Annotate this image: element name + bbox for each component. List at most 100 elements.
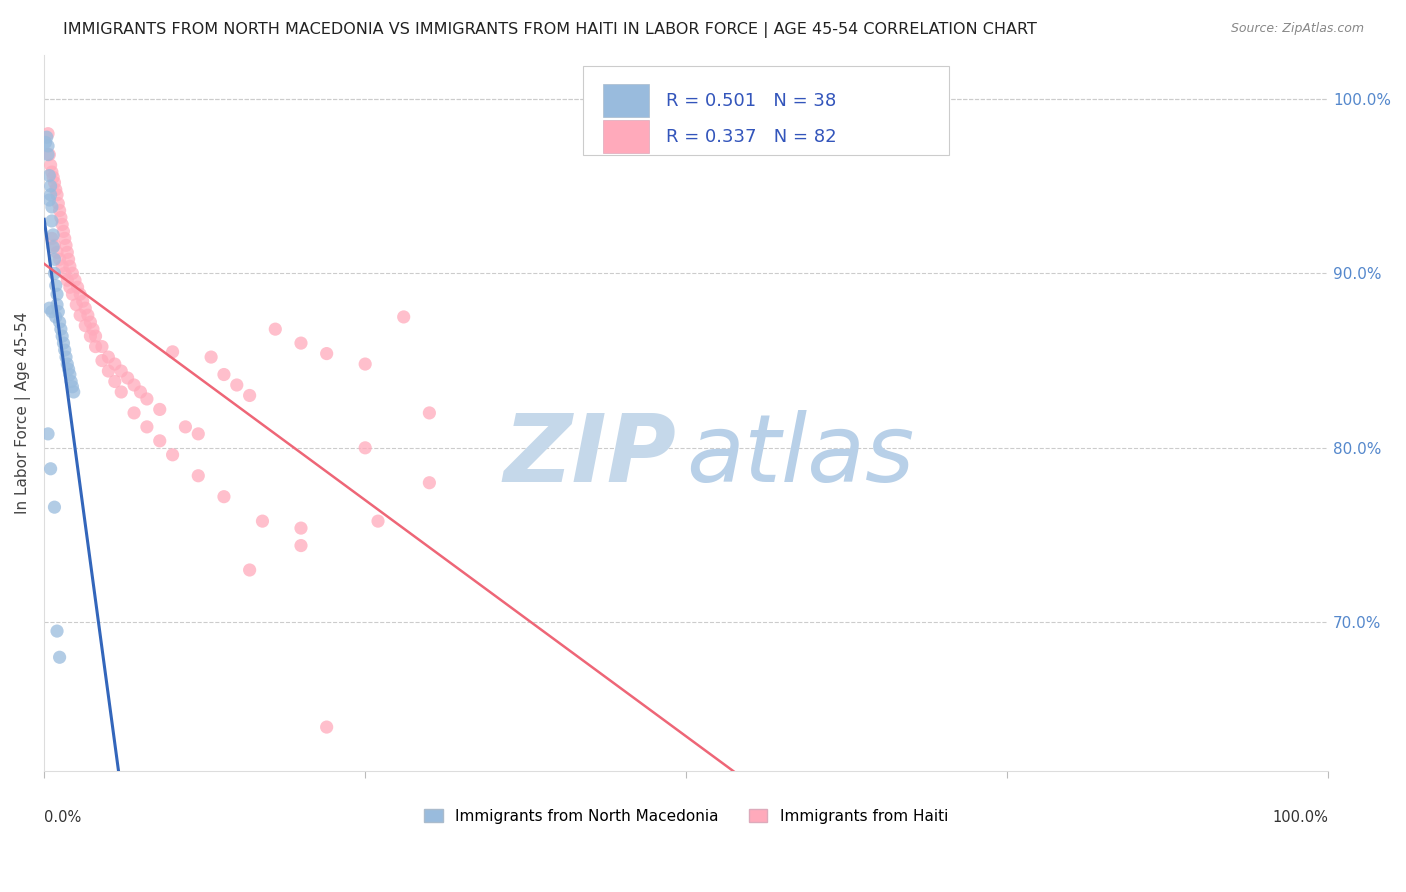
Point (187, 468, 209, 483)
Point (49, 211, 72, 225)
FancyBboxPatch shape (603, 84, 650, 117)
Point (46, 187, 69, 202)
Point (41, 214, 63, 228)
Point (37, 147, 59, 161)
Point (135, 420, 157, 434)
Point (46, 245, 69, 260)
Point (290, 336, 312, 351)
Text: R = 0.501   N = 38: R = 0.501 N = 38 (665, 92, 837, 110)
Point (45, 278, 67, 293)
Point (162, 344, 184, 359)
Point (53, 231, 76, 245)
Point (42, 227, 65, 242)
Point (45, 182, 67, 196)
Point (38, 169, 60, 183)
Point (56, 357, 79, 371)
Point (62, 380, 84, 394)
Point (62, 266, 84, 280)
Point (122, 406, 145, 420)
Point (38, 301, 60, 316)
Point (72, 294, 94, 309)
Point (110, 364, 132, 378)
Point (48, 252, 70, 267)
Y-axis label: In Labor Force | Age 45-54: In Labor Force | Age 45-54 (15, 312, 31, 514)
Point (56, 273, 79, 287)
Point (225, 378, 247, 392)
Point (41, 200, 63, 214)
Point (51, 329, 73, 343)
Point (46, 304, 69, 318)
Point (264, 322, 287, 336)
Point (44, 500, 66, 515)
Point (34, 136, 56, 150)
Point (97, 364, 120, 378)
Point (53, 343, 76, 357)
Point (187, 426, 209, 441)
Text: 100.0%: 100.0% (1272, 810, 1329, 825)
Point (110, 384, 132, 399)
Point (69, 308, 91, 322)
Point (79, 315, 101, 329)
Point (76, 308, 98, 322)
Point (315, 346, 337, 360)
Text: atlas: atlas (686, 410, 914, 501)
Point (46, 624, 69, 638)
Point (66, 280, 89, 294)
Legend: Immigrants from North Macedonia, Immigrants from Haiti: Immigrants from North Macedonia, Immigra… (425, 809, 948, 824)
Point (39, 187, 62, 202)
Point (62, 384, 84, 399)
Point (212, 368, 235, 382)
Point (37, 127, 59, 141)
Point (55, 350, 77, 364)
Point (239, 388, 262, 402)
Point (59, 260, 82, 274)
Point (38, 193, 60, 207)
Point (39, 158, 62, 172)
Point (117, 371, 139, 385)
Point (37, 426, 59, 441)
Point (290, 521, 312, 535)
Point (149, 402, 172, 417)
Point (48, 650, 70, 665)
Point (104, 375, 127, 389)
Point (39, 462, 62, 476)
Point (44, 238, 66, 252)
Point (75, 318, 97, 333)
Point (149, 434, 172, 448)
Point (69, 287, 91, 301)
Point (392, 310, 415, 324)
Point (162, 448, 184, 462)
Point (65, 298, 87, 312)
Point (42, 170, 65, 185)
Point (59, 280, 82, 294)
Point (354, 357, 377, 371)
Point (41, 304, 63, 318)
Point (252, 514, 274, 528)
FancyBboxPatch shape (583, 66, 949, 155)
Point (52, 336, 75, 351)
Point (104, 357, 127, 371)
Point (354, 441, 377, 455)
Point (367, 514, 389, 528)
Point (51, 260, 73, 274)
Text: IMMIGRANTS FROM NORTH MACEDONIA VS IMMIGRANTS FROM HAITI IN LABOR FORCE | AGE 45: IMMIGRANTS FROM NORTH MACEDONIA VS IMMIG… (63, 22, 1038, 38)
FancyBboxPatch shape (603, 120, 650, 153)
Point (44, 252, 66, 267)
Point (51, 218, 73, 232)
Point (48, 315, 70, 329)
Point (82, 322, 104, 336)
Point (212, 490, 235, 504)
Point (122, 378, 145, 392)
Point (35, 130, 58, 145)
Point (41, 231, 63, 245)
Point (135, 392, 157, 406)
Point (418, 406, 440, 420)
Point (41, 165, 63, 179)
Point (59, 368, 82, 382)
Point (46, 287, 69, 301)
Point (37, 139, 59, 153)
Point (418, 475, 440, 490)
Point (42, 240, 65, 254)
Point (79, 329, 101, 343)
Point (84, 329, 107, 343)
